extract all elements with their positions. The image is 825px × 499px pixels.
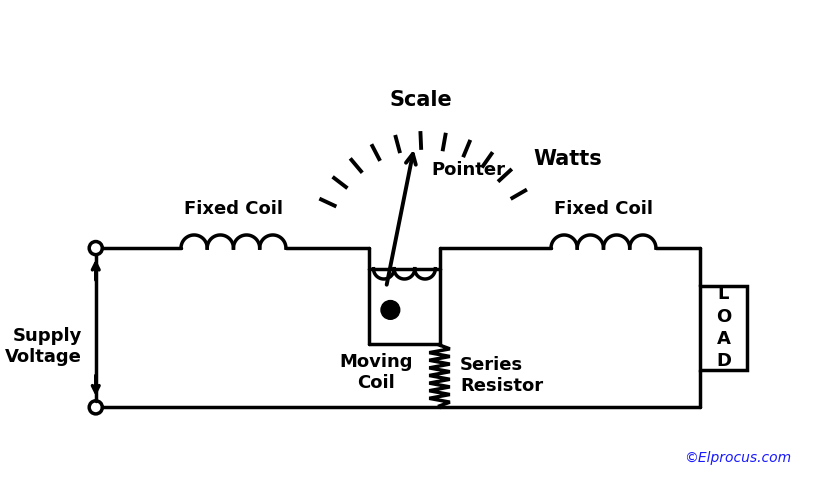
Bar (700, 285, 747, 370)
Text: L
O
A
D: L O A D (716, 285, 731, 370)
Text: Watts: Watts (533, 149, 602, 169)
Circle shape (381, 300, 400, 319)
Text: ©Elprocus.com: ©Elprocus.com (684, 452, 791, 466)
Text: Fixed Coil: Fixed Coil (184, 200, 283, 218)
Text: Moving
Coil: Moving Coil (340, 353, 413, 392)
Text: Scale: Scale (389, 90, 452, 110)
Text: Pointer: Pointer (431, 161, 505, 179)
Text: Series
Resistor: Series Resistor (460, 356, 544, 395)
Text: Supply
Voltage: Supply Voltage (5, 327, 82, 366)
Text: Fixed Coil: Fixed Coil (554, 200, 653, 218)
